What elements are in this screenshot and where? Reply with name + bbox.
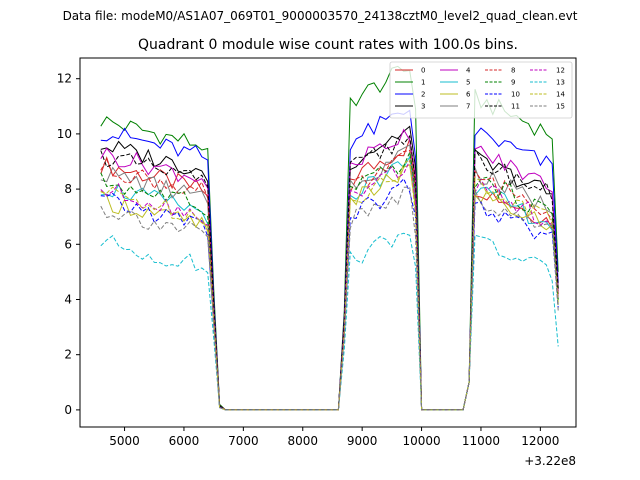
chart-title: Quadrant 0 module wise count rates with …: [138, 37, 518, 53]
x-offset-label: +3.22e8: [524, 454, 576, 468]
x-tick-label: 11000: [462, 434, 500, 448]
legend-label-6: 6: [466, 91, 471, 99]
legend-label-13: 13: [556, 79, 565, 87]
legend-label-1: 1: [421, 79, 425, 87]
series-line-8: [100, 149, 559, 411]
legend-label-15: 15: [556, 103, 565, 111]
y-tick-label: 12: [57, 72, 72, 86]
x-tick-label: 8000: [287, 434, 318, 448]
legend-label-3: 3: [421, 103, 425, 111]
legend-label-10: 10: [511, 91, 520, 99]
y-tick-label: 8: [64, 182, 72, 196]
y-tick-label: 2: [64, 348, 72, 362]
legend-label-5: 5: [466, 79, 470, 87]
plot-frame: [79, 57, 577, 428]
series-line-15: [100, 186, 559, 411]
legend-frame: [389, 61, 573, 119]
x-tick-label: 6000: [169, 434, 200, 448]
y-tick-label: 6: [64, 237, 72, 251]
legend-label-11: 11: [511, 103, 520, 111]
legend-label-2: 2: [421, 91, 425, 99]
y-tick-label: 0: [64, 403, 72, 417]
legend-label-14: 14: [556, 91, 565, 99]
x-tick-label: 7000: [228, 434, 259, 448]
x-tick-label: 9000: [347, 434, 378, 448]
chart-suptitle: Data file: modeM0/AS1A07_069T01_90000035…: [63, 9, 578, 23]
x-tick-label: 10000: [402, 434, 440, 448]
x-tick-label: 5000: [109, 434, 140, 448]
series-layer: [100, 65, 559, 411]
x-tick-label: 12000: [521, 434, 559, 448]
y-tick-label: 4: [64, 292, 72, 306]
legend-label-0: 0: [421, 67, 425, 75]
y-tick-label: 10: [57, 127, 72, 141]
legend-label-7: 7: [466, 103, 470, 111]
legend-label-4: 4: [466, 67, 471, 75]
legend-label-8: 8: [511, 67, 515, 75]
legend-label-12: 12: [556, 67, 565, 75]
legend-label-9: 9: [511, 79, 515, 87]
axes-layer: 5000 6000 7000 8000 9000 10000 11000 12000 0 2 4 6 8…: [57, 57, 577, 448]
